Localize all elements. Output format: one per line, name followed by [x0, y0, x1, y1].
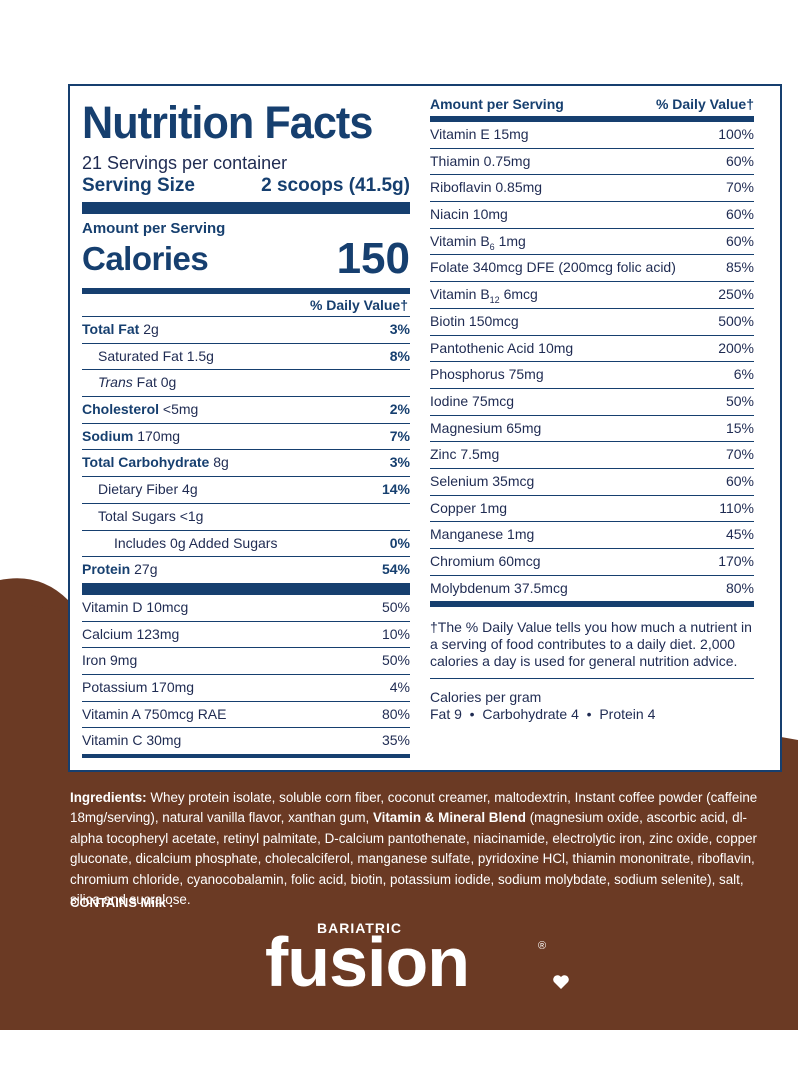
vitamin-row-b12: Vitamin B12 6mcg 250%: [430, 281, 754, 308]
nutrient-row-total-fat: Total Fat 2g 3%: [82, 316, 410, 343]
serving-size-value: 2 scoops (41.5g): [261, 175, 410, 196]
allergen-statement: CONTAINS Milk .: [70, 895, 174, 910]
ingredients-text: Ingredients: Whey protein isolate, solub…: [70, 790, 758, 908]
nutrition-facts-title: Nutrition Facts: [82, 97, 373, 148]
logo-registered-mark: ®: [538, 940, 547, 952]
right-dv-header: % Daily Value†: [655, 96, 754, 112]
calories-per-gram-values: Fat 9 • Carbohydrate 4 • Protein 4: [430, 706, 656, 723]
servings-per-container: 21 Servings per container: [82, 153, 288, 173]
calories-per-gram: Calories per gram Fat 9 • Carbohydrate 4…: [430, 678, 754, 723]
serving-size-row: Serving Size 2 scoops (41.5g): [82, 174, 410, 198]
vitamin-row-zinc: Zinc 7.5mg 70%: [430, 441, 754, 468]
vitamin-row-c: Vitamin C 30mg 35%: [82, 727, 410, 758]
right-divider-bottom: [430, 601, 754, 608]
vitamin-row-thiamin: Thiamin 0.75mg 60%: [430, 147, 754, 175]
nutrition-facts-right: Amount per Serving % Daily Value† Vitami…: [430, 92, 754, 723]
heart-icon: [553, 975, 569, 989]
nutrient-row-trans-fat: Trans Fat 0g: [82, 369, 410, 396]
calories-label: Calories: [82, 240, 209, 277]
vitamin-row-folate: Folate 340mcg DFE (200mcg folic acid) 85%: [430, 254, 754, 281]
vitamin-blend-label: Vitamin & Mineral Blend: [372, 810, 526, 826]
vitamin-row-b6: Vitamin B6 1mg 60%: [430, 227, 754, 255]
vitamin-row-selenium: Selenium 35mcg 60%: [430, 467, 754, 495]
vitamin-row-phosphorus: Phosphorus 75mg 6%: [430, 361, 754, 388]
vitamin-row-magnesium: Magnesium 65mg 15%: [430, 414, 754, 442]
vitamin-row-calcium: Calcium 123mg 10%: [82, 620, 410, 648]
divider-thick: [82, 202, 410, 214]
vitamin-row-pantothenic: Pantothenic Acid 10mg 200%: [430, 334, 754, 362]
vitamin-row-iodine: Iodine 75mcg 50%: [430, 387, 754, 415]
right-divider-top: [430, 116, 754, 122]
divider-medium: [82, 288, 410, 294]
daily-value-header: % Daily Value†: [309, 297, 408, 313]
ingredients-label: Ingredients:: [70, 790, 147, 805]
nutrient-row-added-sugars: Includes 0g Added Sugars 0%: [82, 529, 410, 557]
right-amount-header: Amount per Serving: [430, 96, 564, 112]
logo-bariatric: BARIATRIC: [317, 920, 402, 936]
nutrient-row-dietary-fiber: Dietary Fiber 4g 14%: [82, 476, 410, 503]
daily-value-footnote: †The % Daily Value tells you how much a …: [430, 619, 752, 670]
nutrient-row-cholesterol: Cholesterol <5mg 2%: [82, 396, 410, 423]
nutrient-row-protein: Protein 27g 54%: [82, 556, 410, 583]
vitamin-row-e: Vitamin E 15mg 100%: [430, 126, 754, 142]
vitamin-row-a: Vitamin A 750mcg RAE 80%: [82, 700, 410, 728]
vitamin-row-d: Vitamin D 10mcg 50%: [82, 598, 410, 615]
nutrient-row-total-carbohydrate: Total Carbohydrate 8g 3%: [82, 449, 410, 476]
vitamin-row-biotin: Biotin 150mcg 500%: [430, 307, 754, 335]
nutrition-panel: [68, 84, 782, 772]
vitamin-row-chromium: Chromium 60mcg 170%: [430, 548, 754, 575]
vitamin-row-molybdenum: Molybdenum 37.5mcg 80%: [430, 574, 754, 602]
nutrition-facts-left: Nutrition Facts 21 Servings per containe…: [82, 98, 410, 758]
vitamin-row-niacin: Niacin 10mg 60%: [430, 201, 754, 228]
nutrient-row-total-sugars: Total Sugars <1g: [82, 502, 410, 530]
nutrient-row-saturated-fat: Saturated Fat 1.5g 8%: [82, 342, 410, 370]
brand-logo: BARIATRIC fusion ®: [265, 918, 585, 1008]
calories-per-gram-label: Calories per gram: [430, 689, 542, 706]
vitamin-row-riboflavin: Riboflavin 0.85mg 70%: [430, 174, 754, 201]
nutrient-row-sodium: Sodium 170mg 7%: [82, 422, 410, 450]
vitamin-row-potassium: Potassium 170mg 4%: [82, 673, 410, 701]
amount-per-serving: Amount per Serving: [82, 220, 226, 237]
calories-row: Calories 150: [82, 234, 410, 283]
divider-thick-vitamins: [82, 582, 410, 595]
serving-size-label: Serving Size: [82, 175, 195, 196]
vitamin-row-manganese: Manganese 1mg 45%: [430, 521, 754, 548]
logo-fusion: fusion: [265, 923, 470, 1001]
right-header: Amount per Serving % Daily Value†: [430, 92, 754, 116]
calories-value: 150: [336, 234, 410, 283]
vitamin-row-iron: Iron 9mg 50%: [82, 647, 410, 674]
vitamin-row-copper: Copper 1mg 110%: [430, 494, 754, 522]
